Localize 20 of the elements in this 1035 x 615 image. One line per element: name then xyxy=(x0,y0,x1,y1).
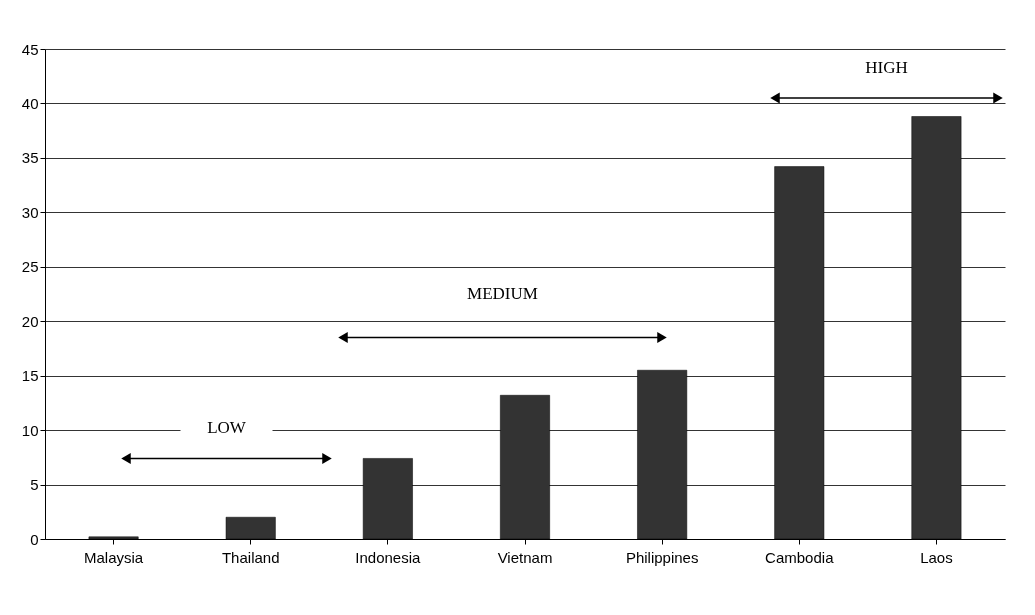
annotation: HIGH xyxy=(865,57,908,77)
x-tick-label: Indonesia xyxy=(355,548,422,566)
annotation: LOW xyxy=(207,417,247,437)
y-tick-label: 5 xyxy=(30,476,39,494)
y-tick-label: 40 xyxy=(21,94,39,112)
x-tick-label: Cambodia xyxy=(765,548,835,566)
y-tick-label: 0 xyxy=(30,530,39,548)
y-tick-label: 30 xyxy=(21,203,39,221)
x-tick-label: Malaysia xyxy=(83,548,144,566)
annotation: MEDIUM xyxy=(467,284,538,303)
y-tick-label: 35 xyxy=(21,149,39,167)
x-tick-label: Thailand xyxy=(221,548,280,566)
y-tick-label: 45 xyxy=(21,40,39,58)
y-tick-label: 15 xyxy=(21,367,39,385)
y-tick-label: 25 xyxy=(21,258,39,276)
y-tick-label: 10 xyxy=(21,421,39,439)
x-tick-label: Philippines xyxy=(625,548,699,566)
x-tick-label: Laos xyxy=(920,548,953,566)
x-tick-label: Vietnam xyxy=(497,548,553,566)
y-tick-label: 20 xyxy=(21,312,39,330)
